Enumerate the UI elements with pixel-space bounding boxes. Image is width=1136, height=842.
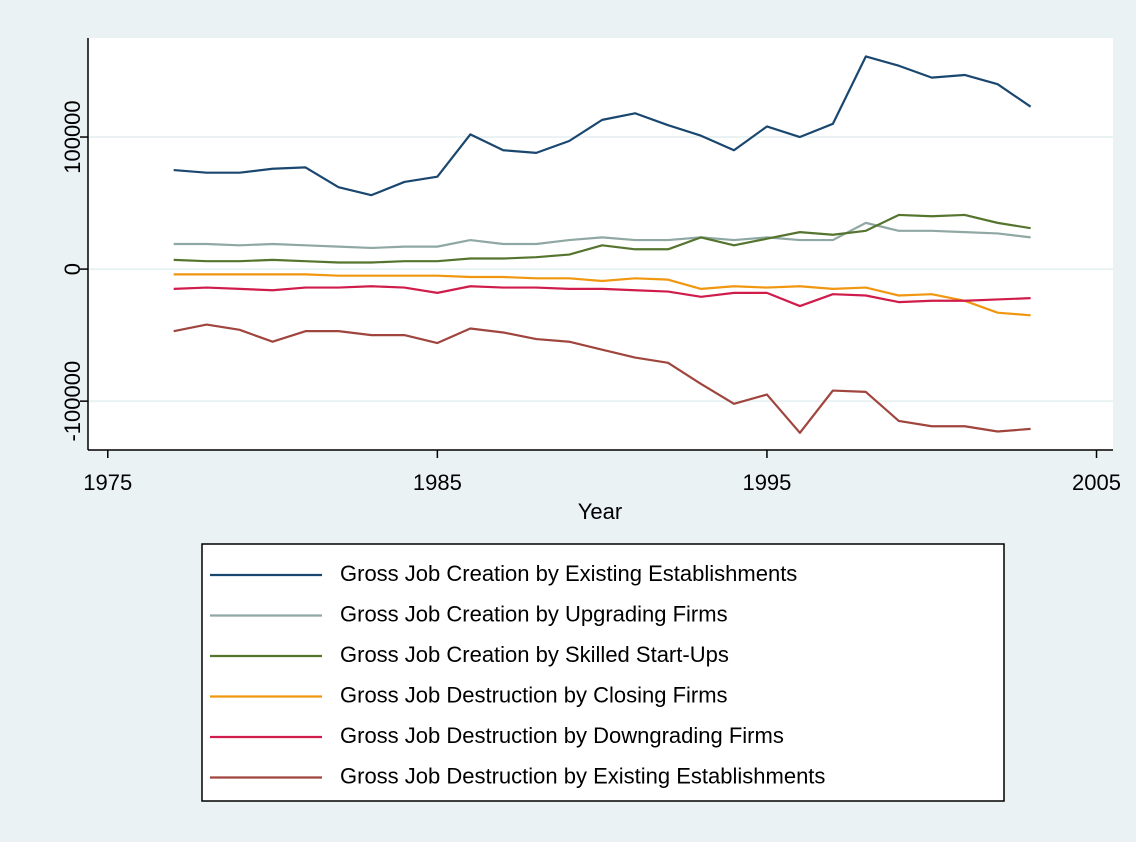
legend-label: Gross Job Creation by Skilled Start-Ups xyxy=(340,642,729,667)
legend-label: Gross Job Creation by Upgrading Firms xyxy=(340,601,728,626)
series-line xyxy=(173,213,1031,264)
x-axis-title: Year xyxy=(578,499,622,524)
legend-label: Gross Job Destruction by Existing Establ… xyxy=(340,763,825,788)
y-tick-label: -100000 xyxy=(60,361,85,442)
series-line xyxy=(173,285,1031,308)
x-tick-label: 1995 xyxy=(742,470,791,495)
legend-label: Gross Job Creation by Existing Establish… xyxy=(340,561,797,586)
y-tick-label: 100000 xyxy=(60,100,85,173)
legend-label: Gross Job Destruction by Downgrading Fir… xyxy=(340,723,784,748)
series-line xyxy=(173,323,1031,434)
legend xyxy=(201,543,1005,802)
series-line xyxy=(173,273,1031,317)
legend-label: Gross Job Destruction by Closing Firms xyxy=(340,682,728,707)
y-tick-label: 0 xyxy=(60,263,85,275)
x-tick-label: 2005 xyxy=(1072,470,1121,495)
series-line xyxy=(173,221,1031,250)
plot-area xyxy=(88,38,1113,450)
series-line xyxy=(173,55,1032,197)
x-tick-label: 1975 xyxy=(83,470,132,495)
x-tick-label: 1985 xyxy=(413,470,462,495)
